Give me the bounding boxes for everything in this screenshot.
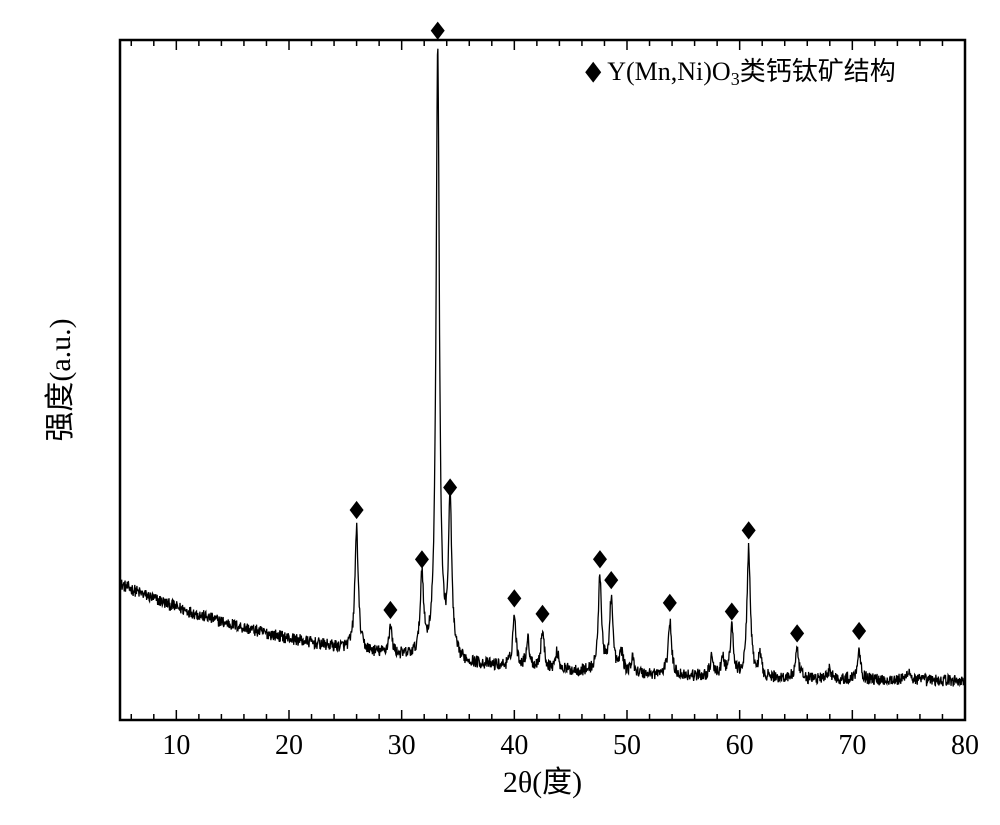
legend-text: Y(Mn,Ni)O3类钙钛矿结构 [607,57,896,89]
x-tick-label: 70 [838,730,866,761]
x-tick-label: 30 [388,730,416,761]
x-tick-label: 10 [162,730,190,761]
y-axis-label: 强度(a.u.) [44,318,77,441]
xrd-chart: 10 20 30 40 50 60 70 80 2θ(度) 强度(a.u.) Y(Mn,Ni)O3类… [0,0,1000,825]
chart-svg: 10 20 30 40 50 60 70 80 2θ(度) 强度(a.u.) Y(Mn,Ni)O3类… [0,0,1000,825]
x-tick-label: 20 [275,730,303,761]
x-axis-label: 2θ(度) [503,766,582,799]
x-tick-label: 40 [500,730,528,761]
x-tick-label: 50 [613,730,641,761]
x-tick-label: 60 [726,730,754,761]
x-tick-label: 80 [951,730,979,761]
